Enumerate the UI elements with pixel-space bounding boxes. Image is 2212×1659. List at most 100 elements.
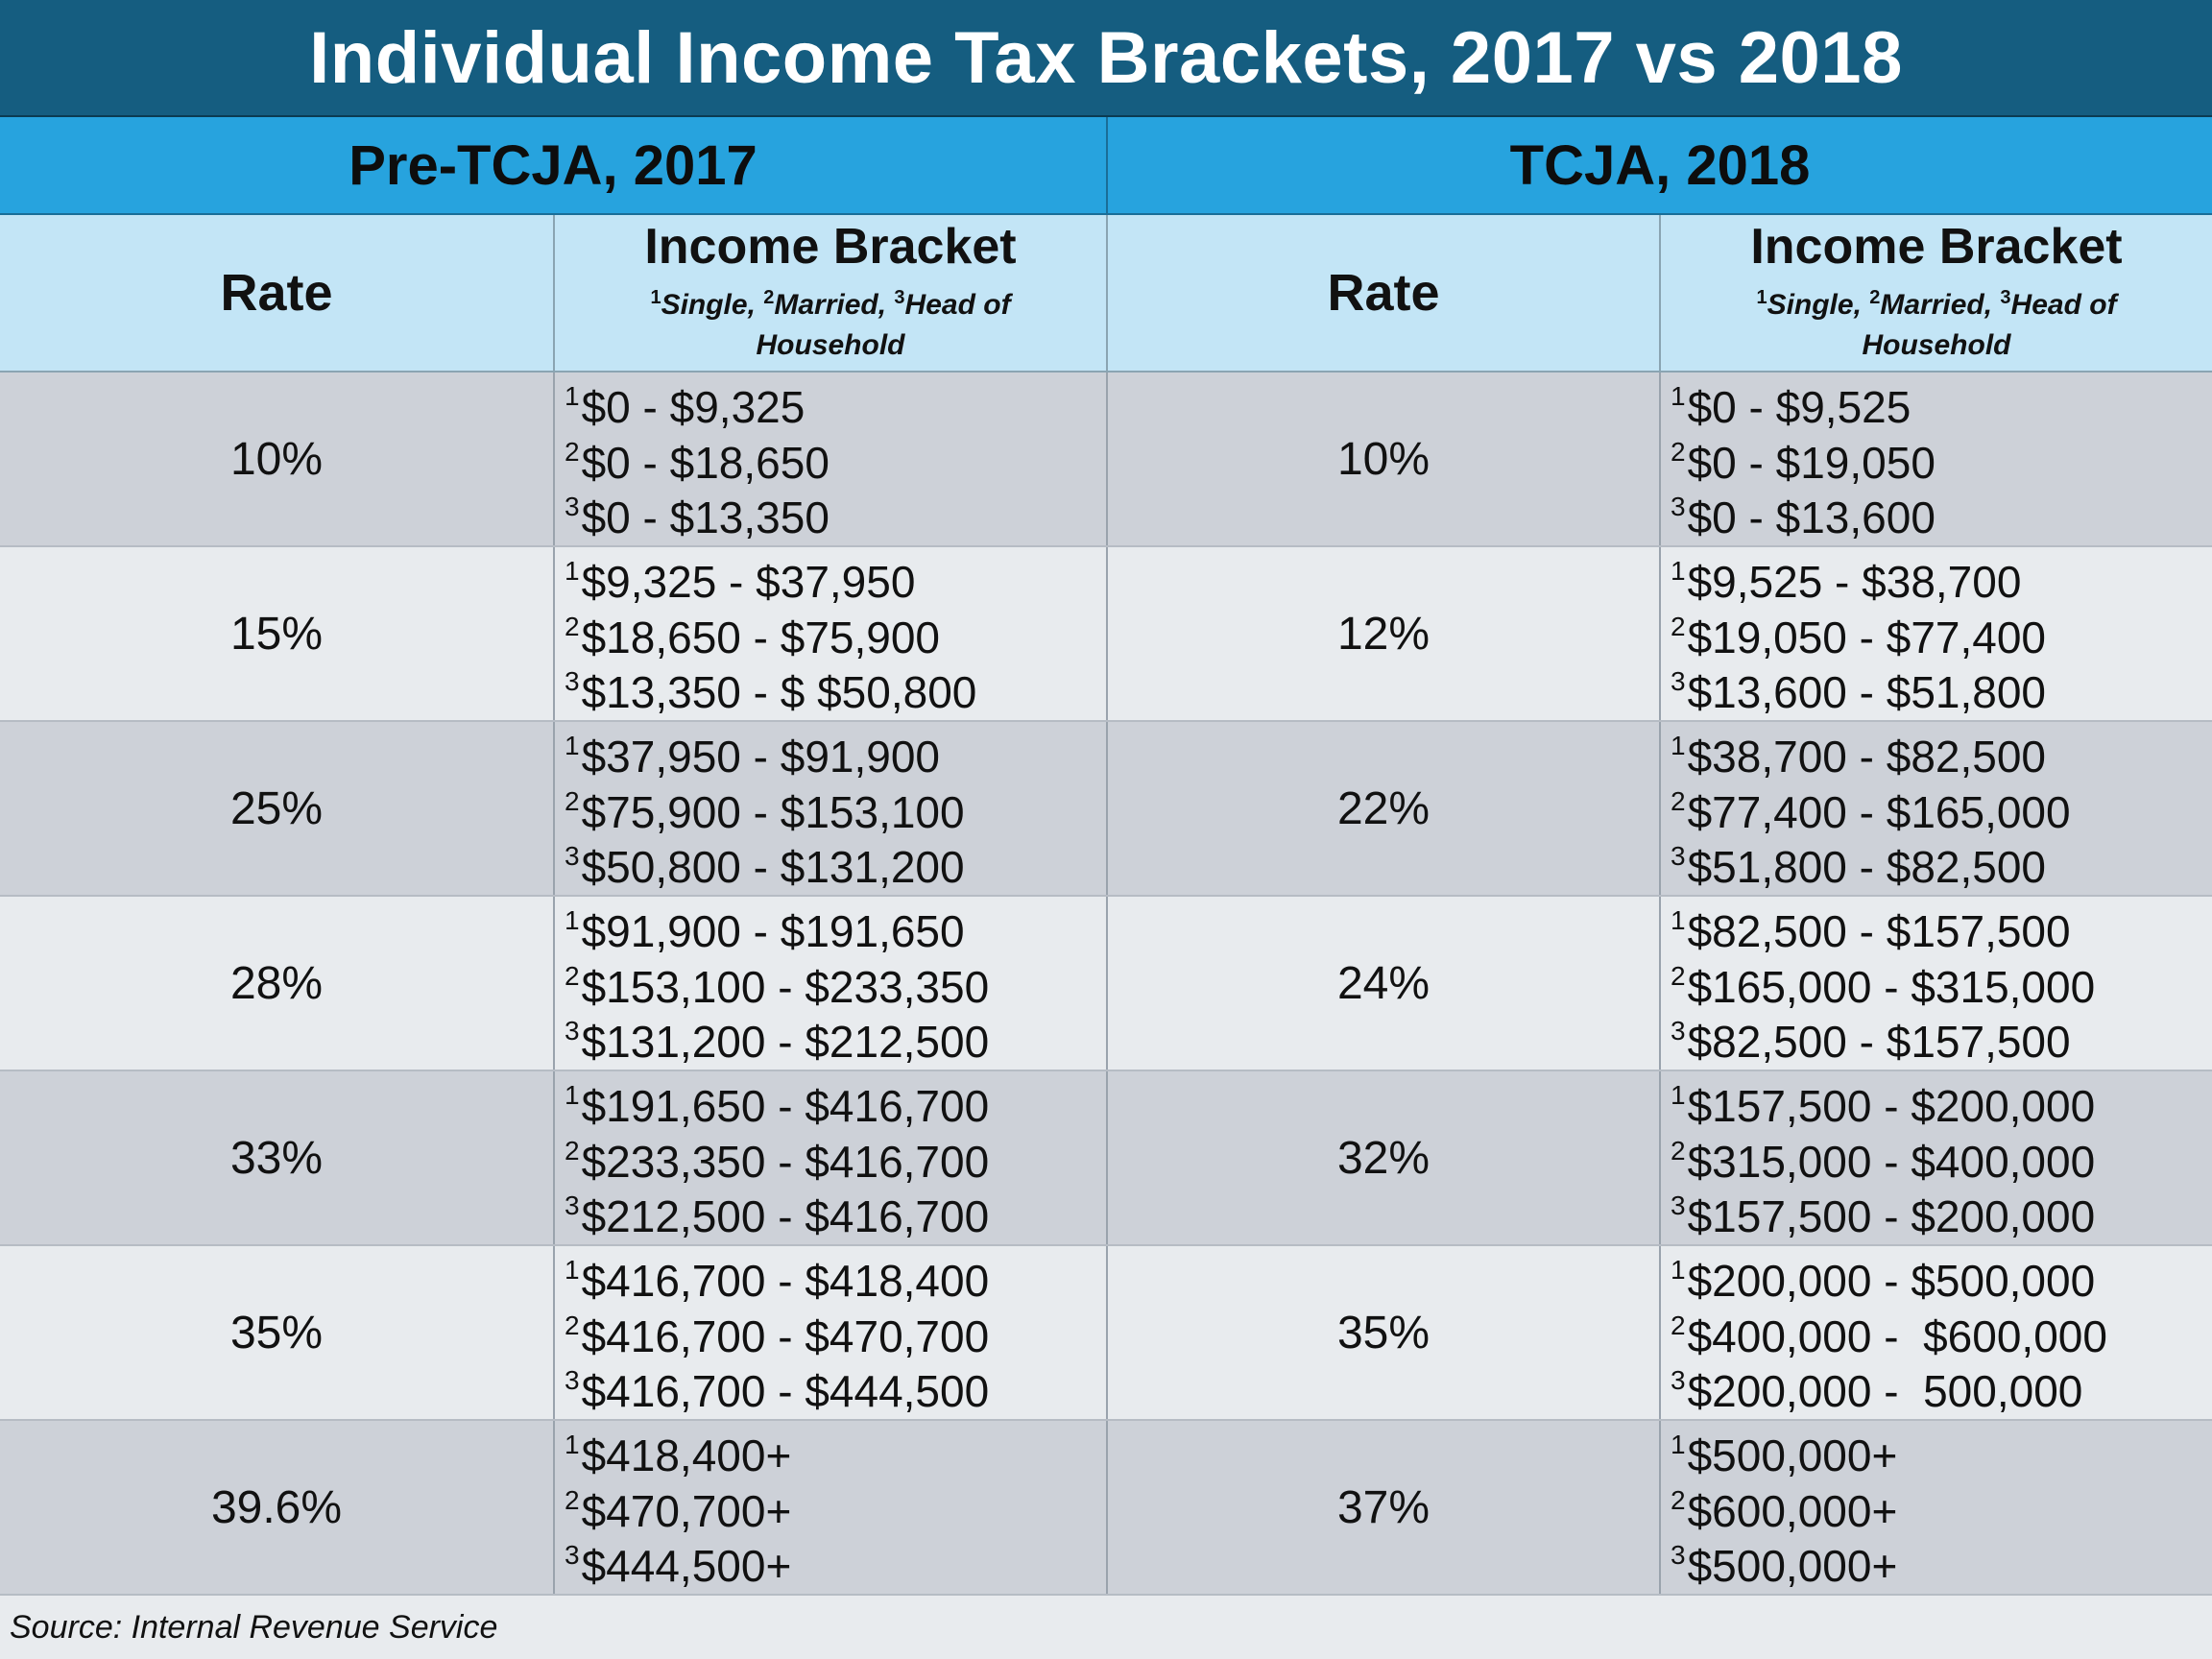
filer-single-label: Single, (1767, 289, 1870, 321)
footnote-marker: 2 (1671, 785, 1686, 816)
column-header-row: Rate Income Bracket 1Single, 2Married, 3… (0, 215, 2212, 373)
bracket-range-value: $200,000 - $500,000 (1687, 1256, 2096, 1306)
footnote-marker: 2 (1671, 1135, 1686, 1166)
rate-header-2018: Rate (1106, 215, 1659, 371)
bracket-range-line: 3$157,500 - $200,000 (1671, 1190, 2212, 1245)
bracket-range-line: 1$191,650 - $416,700 (565, 1079, 1106, 1135)
rate-cell-2018: 24% (1106, 897, 1659, 1070)
bracket-range-line: 2$75,900 - $153,100 (565, 785, 1106, 841)
bracket-cell-2018: 1$500,000+ 2$600,000+ 3$500,000+ (1659, 1421, 2212, 1594)
bracket-cell-2018: 1$157,500 - $200,000 2$315,000 - $400,000… (1659, 1071, 2212, 1244)
bracket-range-line: 2$233,350 - $416,700 (565, 1135, 1106, 1190)
bracket-range-value: $13,600 - $51,800 (1687, 667, 2047, 717)
bracket-range-line: 1$82,500 - $157,500 (1671, 904, 2212, 960)
rate-cell-2017: 35% (229, 1307, 324, 1358)
footnote-marker: 3 (565, 1016, 580, 1046)
table-body: 10% 1$0 - $9,325 2$0 - $18,650 3$0 - $13,35… (0, 373, 2212, 1596)
bracket-range-value: $416,700 - $418,400 (581, 1256, 990, 1306)
footnote-marker: 1 (565, 1255, 580, 1285)
bracket-cell-2017: 1$37,950 - $91,900 2$75,900 - $153,100 3$5… (553, 722, 1106, 895)
bracket-range-value: $77,400 - $165,000 (1687, 786, 2071, 837)
bracket-range-value: $9,525 - $38,700 (1687, 557, 2022, 607)
footnote-marker: 3 (565, 666, 580, 696)
bracket-range-value: $0 - $9,525 (1687, 382, 1911, 432)
bracket-range-value: $470,700+ (581, 1485, 792, 1536)
period-header-2018: TCJA, 2018 (1106, 117, 2212, 213)
bracket-range-value: $157,500 - $200,000 (1687, 1081, 2096, 1131)
bracket-range-line: 2$600,000+ (1671, 1484, 2212, 1540)
bracket-range-value: $0 - $19,050 (1687, 437, 1936, 488)
bracket-range-line: 3$50,800 - $131,200 (565, 840, 1106, 896)
footnote-marker: 3 (1671, 666, 1686, 696)
footnote-marker: 3 (894, 287, 905, 308)
bracket-range-value: $165,000 - $315,000 (1687, 961, 2096, 1012)
footnote-marker: 2 (1671, 960, 1686, 991)
footnote-marker: 1 (565, 1080, 580, 1110)
table-row: 10% 1$0 - $9,325 2$0 - $18,650 3$0 - $13,35… (0, 373, 2212, 547)
table-row: 15% 1$9,325 - $37,950 2$18,650 - $75,900 3$… (0, 547, 2212, 722)
bracket-range-value: $500,000+ (1687, 1541, 1898, 1591)
bracket-range-value: $0 - $9,325 (581, 382, 805, 432)
footnote-marker: 2 (565, 436, 580, 467)
bracket-range-line: 1$38,700 - $82,500 (1671, 730, 2212, 785)
footnote-marker: 1 (1671, 381, 1686, 411)
bracket-range-value: $75,900 - $153,100 (581, 786, 965, 837)
table-row: 35% 1$416,700 - $418,400 2$416,700 - $470,… (0, 1246, 2212, 1421)
bracket-range-line: 2$315,000 - $400,000 (1671, 1135, 2212, 1190)
bracket-range-value: $38,700 - $82,500 (1687, 732, 2047, 781)
page-title: Individual Income Tax Brackets, 2017 vs … (309, 16, 1903, 99)
bracket-range-line: 1$418,400+ (565, 1429, 1106, 1484)
bracket-header-legend: 1Single, 2Married, 3Head of Household (624, 277, 1037, 366)
footnote-marker: 1 (1671, 731, 1686, 760)
bracket-range-line: 2$470,700+ (565, 1484, 1106, 1540)
bracket-range-line: 1$9,325 - $37,950 (565, 555, 1106, 611)
footnote-marker: 1 (565, 556, 580, 586)
table-row: 28% 1$91,900 - $191,650 2$153,100 - $233,3… (0, 897, 2212, 1071)
footnote-marker: 3 (565, 492, 580, 521)
footnote-marker: 3 (1671, 1365, 1686, 1395)
bracket-range-line: 2$77,400 - $165,000 (1671, 785, 2212, 841)
footnote-marker: 1 (1671, 556, 1686, 586)
bracket-range-line: 3$500,000+ (1671, 1539, 2212, 1595)
bracket-cell-2018: 1$0 - $9,525 2$0 - $19,050 3$0 - $13,600 (1659, 373, 2212, 545)
bracket-cell-2017: 1$91,900 - $191,650 2$153,100 - $233,350 3… (553, 897, 1106, 1070)
period-header-2017: Pre-TCJA, 2017 (349, 133, 757, 197)
footnote-marker: 1 (565, 905, 580, 935)
bracket-range-line: 1$200,000 - $500,000 (1671, 1254, 2212, 1310)
bracket-cell-2017: 1$9,325 - $37,950 2$18,650 - $75,900 3$13,… (553, 547, 1106, 720)
bracket-header-title: Income Bracket (644, 219, 1017, 275)
bracket-range-value: $82,500 - $157,500 (1687, 1017, 2071, 1067)
footnote-marker: 2 (565, 1135, 580, 1166)
rate-cell-2017: 39.6% (210, 1481, 343, 1533)
bracket-range-line: 1$157,500 - $200,000 (1671, 1079, 2212, 1135)
filer-married-label: Married, (1880, 289, 2001, 321)
footnote-marker: 1 (565, 731, 580, 760)
bracket-range-value: $315,000 - $400,000 (1687, 1136, 2096, 1187)
rate-cell-2018: 22% (1106, 722, 1659, 895)
filer-single-label: Single, (661, 289, 764, 321)
bracket-header-title: Income Bracket (1750, 219, 2123, 275)
footnote-marker: 3 (565, 1540, 580, 1570)
bracket-range-value: $212,500 - $416,700 (581, 1191, 990, 1241)
footnote-marker: 3 (565, 1365, 580, 1395)
bracket-range-line: 2$18,650 - $75,900 (565, 611, 1106, 666)
source-note: Source: Internal Revenue Service (0, 1596, 2212, 1659)
footnote-marker: 1 (1756, 287, 1767, 308)
bracket-cell-2018: 1$38,700 - $82,500 2$77,400 - $165,000 3$5… (1659, 722, 2212, 895)
bracket-range-value: $51,800 - $82,500 (1687, 842, 2047, 892)
footnote-marker: 2 (1671, 436, 1686, 467)
filer-hoh-label: Head of Household (1862, 289, 2117, 361)
bracket-range-value: $416,700 - $470,700 (581, 1310, 990, 1361)
rate-cell-2018: 32% (1106, 1071, 1659, 1244)
bracket-range-value: $500,000+ (1687, 1431, 1898, 1480)
bracket-range-line: 1$0 - $9,525 (1671, 380, 2212, 436)
bracket-range-value: $0 - $13,600 (1687, 493, 1936, 542)
rate-cell-2018: 37% (1106, 1421, 1659, 1594)
bracket-range-value: $50,800 - $131,200 (581, 842, 965, 892)
filer-married-label: Married, (774, 289, 895, 321)
rate-cell-2018: 10% (1106, 373, 1659, 545)
bracket-cell-2018: 1$9,525 - $38,700 2$19,050 - $77,400 3$13,… (1659, 547, 2212, 720)
bracket-range-line: 3$82,500 - $157,500 (1671, 1015, 2212, 1070)
bracket-range-value: $600,000+ (1687, 1485, 1898, 1536)
footnote-marker: 1 (1671, 1080, 1686, 1110)
